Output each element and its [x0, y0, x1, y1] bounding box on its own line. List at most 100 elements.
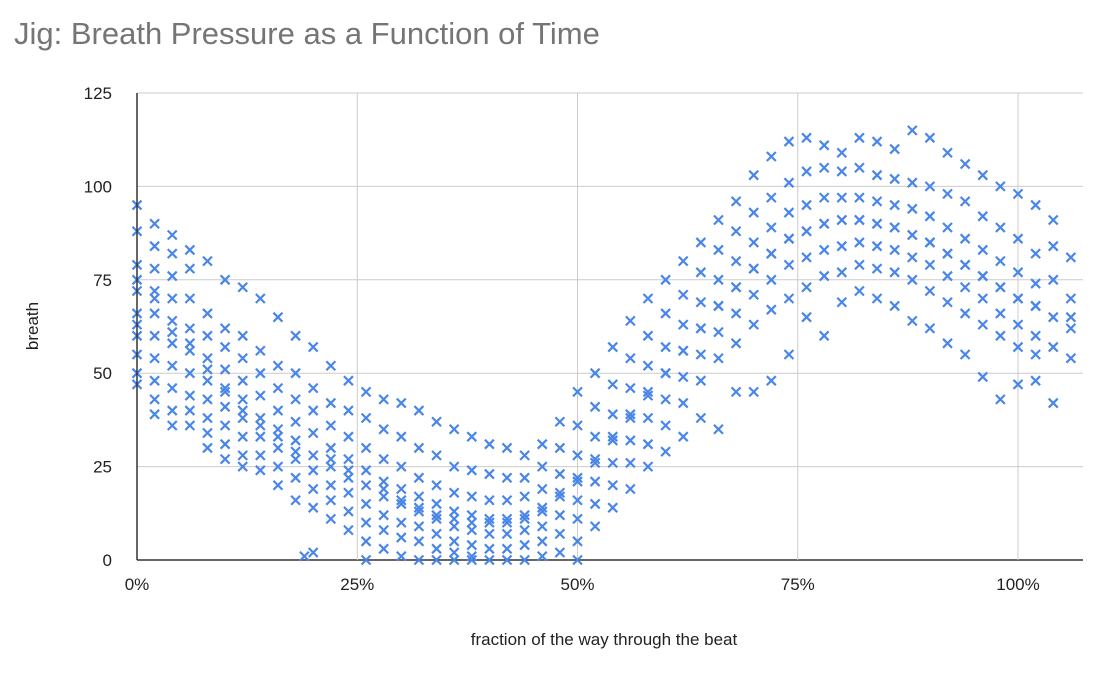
- data-point: [695, 267, 707, 278]
- data-point: [959, 196, 971, 207]
- data-point: [166, 229, 178, 241]
- data-point: [977, 211, 989, 222]
- data-point: [1047, 311, 1059, 323]
- data-point: [501, 554, 513, 566]
- data-point: [677, 345, 689, 357]
- data-point: [202, 255, 213, 267]
- data-point: [396, 498, 407, 510]
- data-point: [783, 233, 795, 244]
- data-point: [466, 491, 478, 502]
- data-point: [325, 360, 337, 372]
- data-point: [959, 233, 971, 244]
- data-point: [1065, 323, 1077, 334]
- data-point: [484, 554, 495, 566]
- x-axis-label: fraction of the way through the beat: [471, 630, 738, 649]
- x-axis-ticks: 0% 25% 50% 75% 100%: [125, 575, 1040, 594]
- data-point: [677, 371, 689, 383]
- data-point: [396, 397, 407, 409]
- data-point: [995, 308, 1006, 319]
- data-point: [343, 405, 354, 416]
- data-point: [149, 293, 160, 304]
- data-point: [202, 375, 213, 386]
- data-point: [413, 554, 425, 566]
- data-point: [396, 517, 407, 528]
- data-point: [484, 513, 495, 525]
- data-point: [184, 323, 196, 334]
- data-point: [290, 330, 301, 342]
- data-point: [360, 517, 372, 528]
- data-point: [554, 468, 566, 480]
- data-point: [378, 483, 389, 495]
- data-point: [219, 453, 231, 465]
- data-point: [660, 394, 671, 405]
- data-point: [343, 375, 354, 386]
- data-point: [589, 476, 601, 487]
- data-point: [519, 472, 530, 484]
- data-point: [431, 528, 442, 540]
- data-point: [149, 330, 160, 342]
- data-point: [396, 532, 407, 543]
- data-point: [519, 491, 530, 502]
- data-point: [272, 405, 284, 416]
- data-point: [871, 263, 883, 274]
- data-point: [713, 274, 724, 286]
- data-point: [149, 308, 160, 319]
- data-point: [836, 267, 848, 278]
- data-point: [572, 386, 583, 398]
- data-point: [272, 360, 284, 372]
- data-point: [1030, 330, 1041, 342]
- data-point: [836, 192, 848, 203]
- data-point: [889, 244, 900, 256]
- y-tick-label: 75: [93, 271, 112, 290]
- data-point: [871, 136, 883, 147]
- data-point: [202, 412, 213, 424]
- data-point: [149, 409, 160, 420]
- data-point: [695, 375, 707, 386]
- data-point: [642, 386, 654, 398]
- data-point: [501, 472, 513, 484]
- data-point: [924, 259, 936, 271]
- data-point: [184, 390, 196, 401]
- data-point: [766, 304, 777, 315]
- data-point: [255, 450, 266, 461]
- data-point: [413, 472, 425, 484]
- data-point: [448, 513, 460, 525]
- y-axis-label: breath: [23, 302, 42, 350]
- data-point: [431, 554, 442, 566]
- data-point: [554, 491, 566, 502]
- data-point: [501, 513, 513, 525]
- data-point: [272, 461, 284, 472]
- data-point: [942, 248, 953, 259]
- data-point: [907, 252, 918, 263]
- data-point: [360, 442, 372, 454]
- data-point: [1047, 341, 1059, 353]
- data-point: [607, 480, 619, 491]
- data-point: [536, 502, 548, 513]
- data-point: [184, 367, 196, 379]
- data-point: [766, 248, 777, 259]
- data-point: [299, 550, 310, 562]
- data-point: [343, 431, 354, 442]
- data-point: [255, 367, 266, 379]
- data-point: [977, 371, 989, 383]
- data-point: [466, 539, 478, 551]
- data-point: [730, 196, 742, 207]
- data-point: [730, 338, 742, 349]
- data-point: [448, 461, 460, 472]
- data-point: [907, 315, 918, 327]
- data-point: [695, 237, 707, 248]
- data-point: [237, 281, 248, 293]
- data-point: [290, 394, 301, 405]
- data-point: [713, 352, 724, 364]
- data-point: [1030, 248, 1041, 259]
- data-point: [1065, 252, 1077, 263]
- data-point: [871, 169, 883, 181]
- data-point: [501, 494, 513, 506]
- data-point: [818, 270, 830, 282]
- data-point: [854, 259, 865, 271]
- data-point: [801, 252, 812, 263]
- data-point: [237, 394, 248, 405]
- data-point: [1012, 341, 1024, 353]
- data-point: [713, 326, 724, 338]
- data-point: [360, 412, 372, 424]
